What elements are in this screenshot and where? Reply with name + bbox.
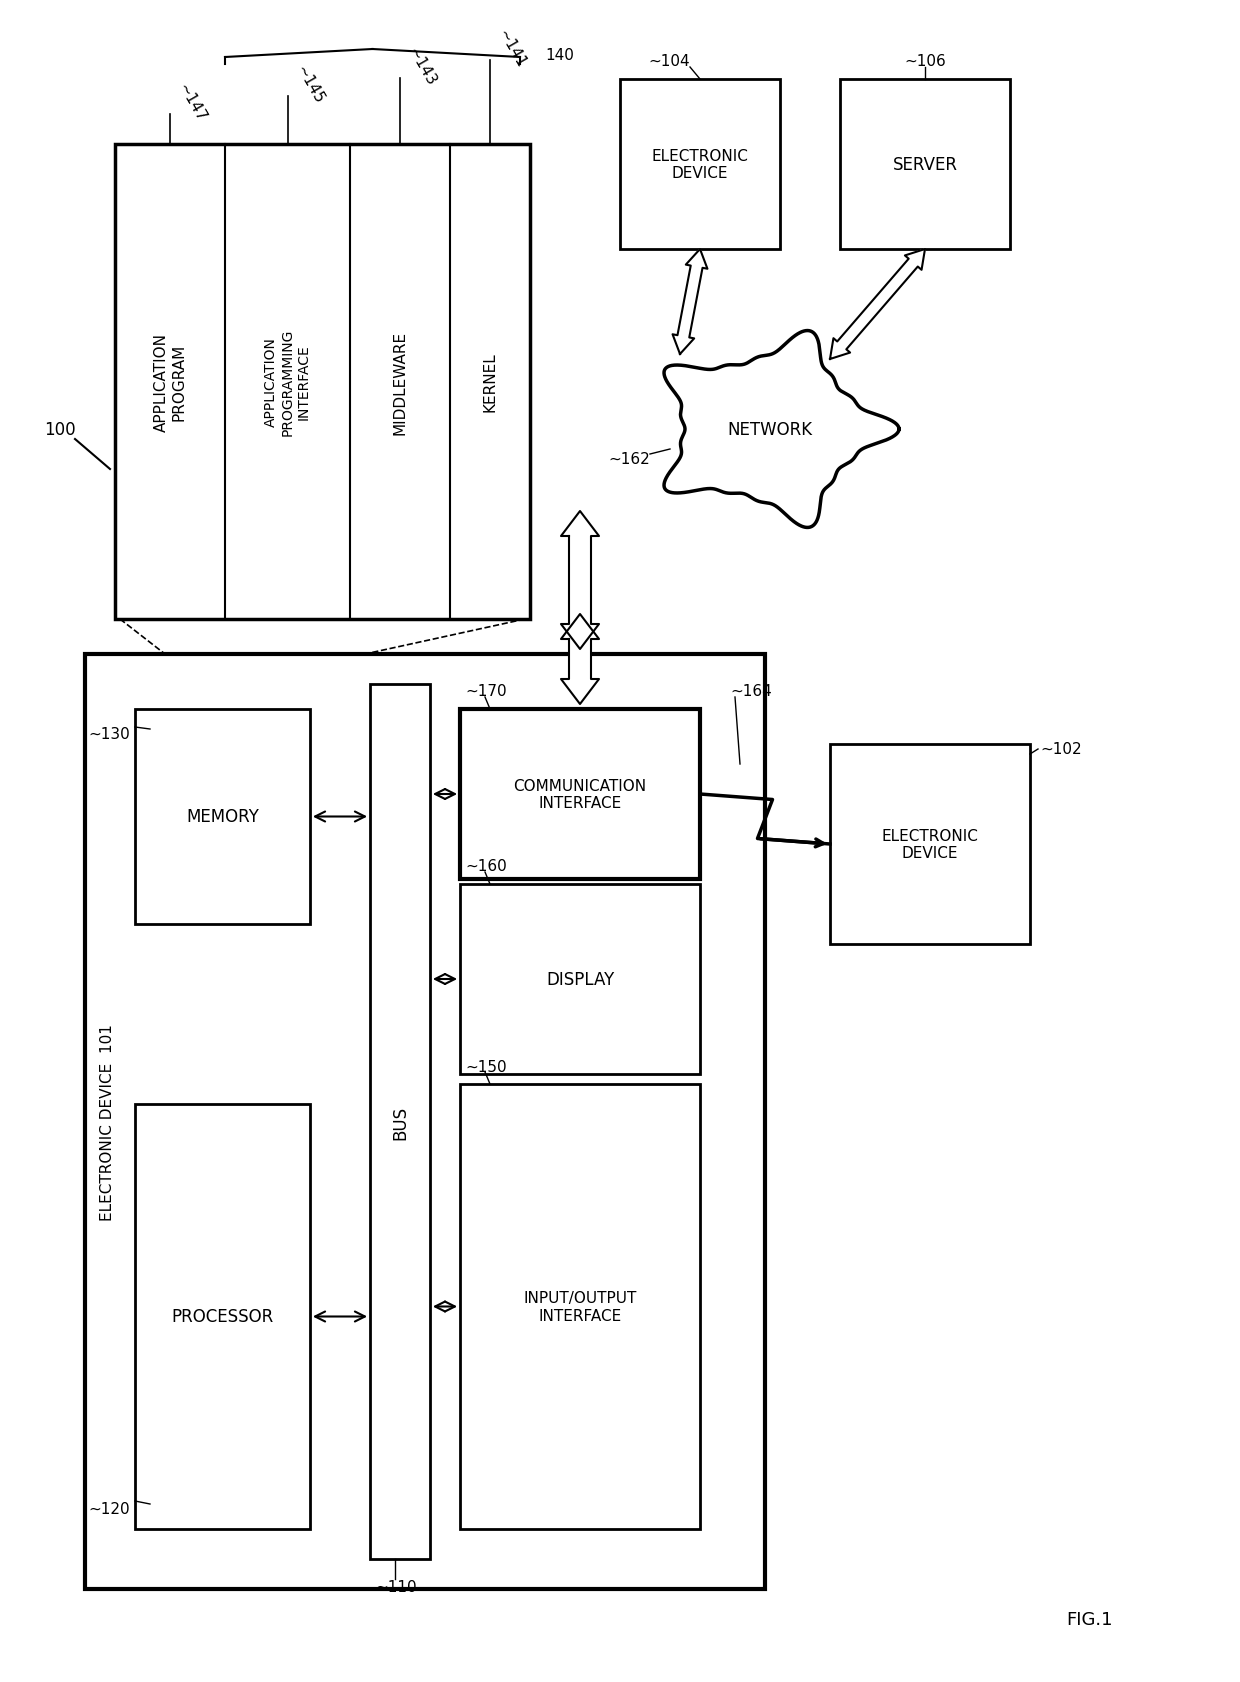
Bar (460, 1085, 701, 1529)
Polygon shape (830, 251, 925, 360)
Text: ~106: ~106 (904, 54, 946, 69)
Text: ELECTRONIC DEVICE  101: ELECTRONIC DEVICE 101 (99, 1023, 114, 1219)
Text: ~147: ~147 (175, 81, 208, 124)
Text: ~164: ~164 (730, 685, 771, 700)
Text: APPLICATION
PROGRAMMING
INTERFACE: APPLICATION PROGRAMMING INTERFACE (264, 328, 311, 436)
Bar (115, 145, 529, 619)
Text: DISPLAY: DISPLAY (546, 971, 614, 989)
Text: ~120: ~120 (88, 1502, 130, 1517)
Text: ~170: ~170 (465, 685, 507, 700)
Bar (460, 710, 701, 880)
Text: FIG.1: FIG.1 (1066, 1610, 1114, 1628)
Bar (370, 685, 430, 1559)
Text: ~110: ~110 (374, 1579, 417, 1595)
Text: PROCESSOR: PROCESSOR (171, 1307, 274, 1325)
Text: ELECTRONIC
DEVICE: ELECTRONIC DEVICE (651, 148, 749, 182)
Text: 140: 140 (546, 47, 574, 62)
Text: ~143: ~143 (405, 45, 439, 89)
Text: MEMORY: MEMORY (186, 807, 259, 826)
Polygon shape (665, 331, 899, 528)
Polygon shape (672, 251, 708, 355)
Text: BUS: BUS (391, 1105, 409, 1139)
Bar (135, 710, 310, 925)
Text: ~150: ~150 (465, 1060, 507, 1073)
Text: ~130: ~130 (88, 727, 130, 742)
Text: 100: 100 (45, 420, 76, 439)
Text: NETWORK: NETWORK (728, 420, 812, 439)
Text: ~145: ~145 (293, 64, 326, 106)
Bar (620, 81, 780, 251)
Text: MIDDLEWARE: MIDDLEWARE (393, 330, 408, 434)
Text: ELECTRONIC
DEVICE: ELECTRONIC DEVICE (882, 828, 978, 861)
Text: INPUT/OUTPUT
INTERFACE: INPUT/OUTPUT INTERFACE (523, 1290, 636, 1324)
Text: ~160: ~160 (465, 860, 507, 875)
Bar (135, 1105, 310, 1529)
Text: KERNEL: KERNEL (482, 353, 497, 412)
Text: ~104: ~104 (649, 54, 689, 69)
Bar (839, 81, 1011, 251)
Bar (86, 654, 765, 1589)
Polygon shape (560, 511, 599, 649)
Text: ~141: ~141 (495, 27, 528, 71)
Text: SERVER: SERVER (893, 156, 957, 173)
Text: ~162: ~162 (609, 452, 650, 468)
Text: ~102: ~102 (1040, 742, 1081, 757)
Text: APPLICATION
PROGRAM: APPLICATION PROGRAM (154, 333, 186, 432)
Bar (460, 885, 701, 1075)
Bar (830, 745, 1030, 944)
Polygon shape (560, 614, 599, 705)
Text: COMMUNICATION
INTERFACE: COMMUNICATION INTERFACE (513, 779, 646, 811)
